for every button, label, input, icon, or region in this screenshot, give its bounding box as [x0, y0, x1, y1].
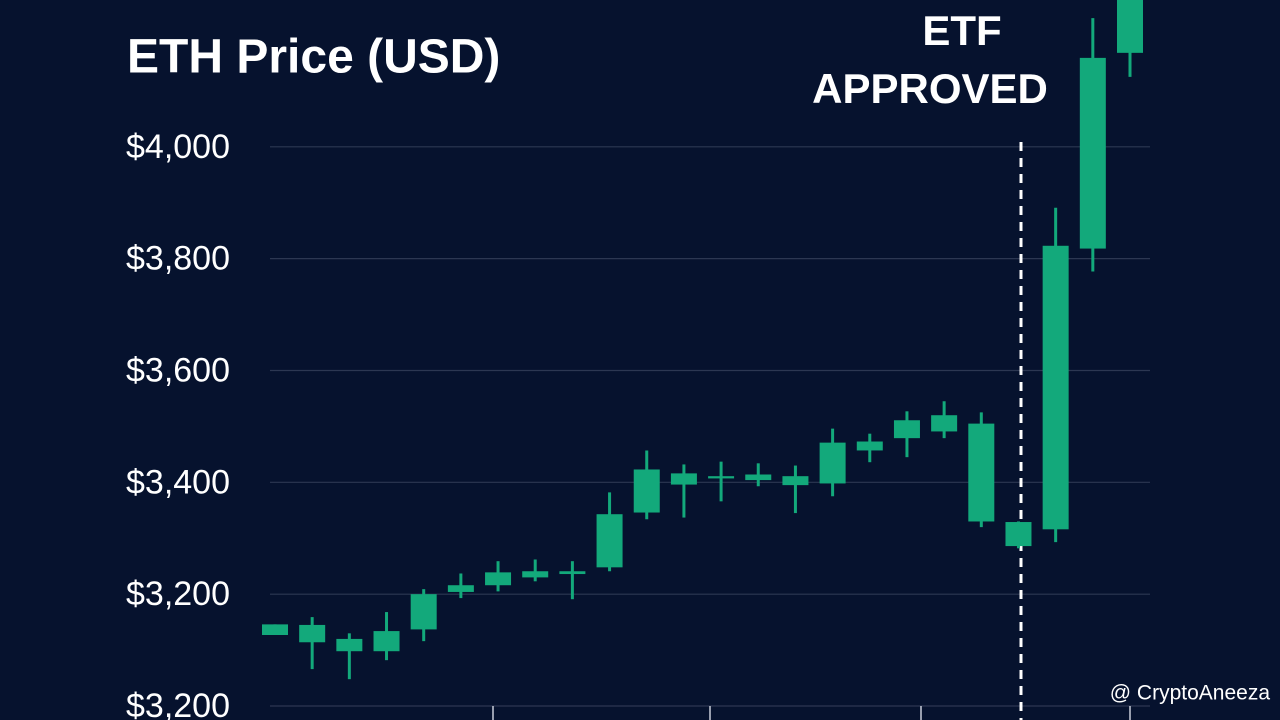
watermark: @ CryptoAneeza — [1110, 682, 1271, 705]
candle-body — [893, 420, 920, 439]
candle-body — [745, 474, 772, 481]
candle-body — [373, 631, 400, 652]
y-tick-label: $4,000 — [126, 128, 230, 166]
y-tick-label: $3,200 — [126, 687, 230, 720]
candle-body — [522, 571, 549, 578]
annotation-line: ETF — [922, 7, 1001, 54]
candle-body — [596, 514, 623, 568]
candle-body — [299, 624, 326, 643]
candle-body — [633, 469, 660, 513]
candle-body — [1079, 57, 1106, 249]
candle-body — [1005, 522, 1032, 547]
y-tick-label: $3,800 — [126, 240, 230, 278]
candle-body — [559, 571, 586, 575]
candle-body — [782, 476, 809, 486]
candle-body — [856, 441, 883, 451]
y-tick-label: $3,400 — [126, 463, 230, 501]
annotation-line: APPROVED — [812, 65, 1048, 112]
candle-body — [485, 572, 512, 586]
candle-body — [447, 585, 474, 592]
candle-body — [968, 423, 995, 522]
candle-body — [262, 624, 288, 635]
candle-body — [1117, 0, 1143, 53]
candle-body — [670, 473, 697, 485]
candle-body — [1042, 245, 1069, 530]
candle-body — [931, 415, 958, 432]
candle-body — [410, 594, 437, 630]
y-tick-label: $3,600 — [126, 351, 230, 389]
candle-body — [708, 476, 735, 479]
candle-body — [336, 638, 363, 652]
chart-title: ETH Price (USD) — [127, 31, 500, 84]
y-tick-label: $3,200 — [126, 575, 230, 613]
candle-body — [819, 442, 846, 484]
x-axis-ticks — [492, 706, 1131, 720]
